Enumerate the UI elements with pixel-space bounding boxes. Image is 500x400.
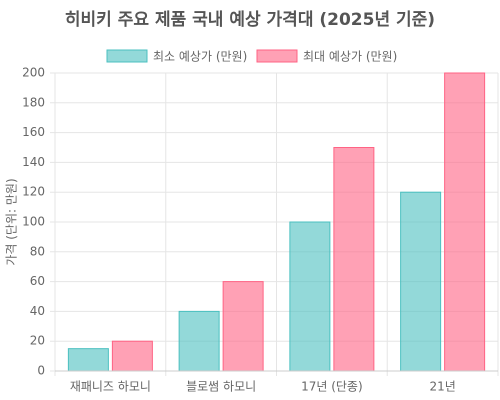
y-tick-label: 100 xyxy=(22,215,45,229)
y-tick-label: 200 xyxy=(22,66,45,80)
x-tick-label: 블로썸 하모니 xyxy=(186,380,256,394)
bar xyxy=(289,221,331,372)
y-tick-label: 80 xyxy=(30,244,45,258)
legend-label: 최소 예상가 (만원) xyxy=(153,50,247,64)
bar xyxy=(178,310,220,372)
legend-label: 최대 예상가 (만원) xyxy=(303,50,397,64)
y-axis-title: 가격 (단위: 만원) xyxy=(5,178,19,265)
y-tick-label: 120 xyxy=(22,185,45,199)
y-tick-label: 160 xyxy=(22,125,45,139)
bar xyxy=(222,281,264,372)
x-tick-label: 17년 (단종) xyxy=(301,380,363,394)
y-tick-label: 180 xyxy=(22,95,45,109)
bar xyxy=(333,147,375,372)
y-tick-label: 0 xyxy=(37,364,45,378)
legend-swatch xyxy=(256,49,298,63)
y-tick-label: 40 xyxy=(30,304,45,318)
bar xyxy=(444,72,486,372)
bar xyxy=(111,340,153,372)
x-tick-label: 재패니즈 하모니 xyxy=(70,380,151,394)
bar xyxy=(400,191,442,372)
y-tick-label: 60 xyxy=(30,274,45,288)
legend-swatch xyxy=(106,49,148,63)
y-tick-label: 20 xyxy=(30,334,45,348)
y-tick-label: 140 xyxy=(22,155,45,169)
chart-title: 히비키 주요 제품 국내 예상 가격대 (2025년 기준) xyxy=(65,10,435,30)
bar xyxy=(67,348,109,372)
x-tick-label: 21년 xyxy=(429,380,455,394)
